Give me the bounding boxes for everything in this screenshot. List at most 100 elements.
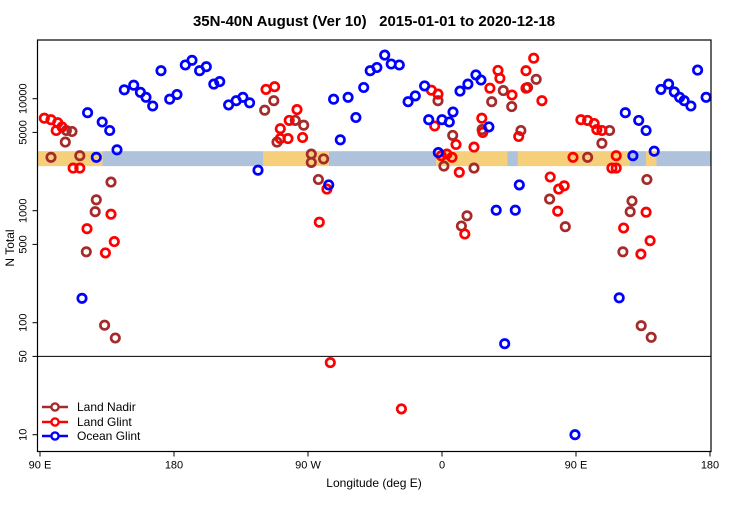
- x-tick-label: 0: [439, 460, 445, 472]
- data-point: [506, 101, 518, 113]
- data-point: [569, 429, 581, 441]
- data-point: [45, 151, 57, 163]
- surface-band-segment-land: [645, 151, 657, 167]
- data-point: [447, 106, 459, 118]
- data-point: [96, 116, 108, 128]
- data-point: [640, 124, 652, 137]
- data-point: [104, 124, 116, 137]
- data-point: [67, 162, 79, 174]
- data-point: [118, 84, 130, 96]
- surface-band-segment-land: [517, 151, 630, 167]
- surface-band-segment-ocean: [102, 151, 264, 167]
- data-point: [393, 59, 405, 71]
- data-point: [462, 78, 474, 90]
- legend-label: Land Glint: [77, 414, 132, 429]
- data-point: [544, 171, 556, 183]
- data-point: [486, 96, 498, 108]
- data-point: [105, 208, 117, 220]
- data-point: [663, 78, 675, 90]
- data-point: [641, 173, 653, 186]
- data-point: [111, 144, 123, 156]
- data-point: [610, 150, 622, 162]
- y-tick-label: 10000: [18, 83, 30, 114]
- plot-frame: [36, 39, 712, 453]
- data-point: [259, 104, 271, 116]
- data-point: [128, 79, 140, 91]
- land-glint-symbol-icon: [42, 416, 68, 427]
- data-point: [528, 52, 540, 64]
- data-point: [536, 95, 548, 107]
- data-point: [269, 81, 281, 93]
- data-point: [38, 112, 50, 124]
- y-tick-label: 500: [18, 235, 30, 253]
- data-point: [186, 54, 198, 66]
- data-point: [423, 114, 435, 126]
- surface-band-segment-ocean: [328, 151, 437, 167]
- x-tick-label: 90 W: [295, 460, 321, 472]
- surface-band-segment-land: [263, 151, 329, 167]
- data-point: [109, 332, 121, 344]
- data-point: [90, 194, 102, 206]
- data-point: [520, 65, 532, 77]
- data-point: [454, 85, 466, 97]
- data-point: [59, 136, 71, 148]
- data-point: [74, 150, 86, 162]
- data-point: [450, 138, 462, 151]
- data-point: [447, 129, 459, 141]
- data-point: [530, 73, 542, 85]
- data-point: [692, 64, 704, 76]
- data-point: [509, 204, 521, 216]
- data-point: [90, 151, 102, 163]
- data-point: [483, 121, 495, 133]
- data-point: [626, 195, 638, 207]
- data-point: [520, 82, 532, 94]
- data-point: [74, 162, 86, 174]
- data-point: [494, 72, 506, 84]
- data-point: [559, 221, 571, 233]
- data-point: [506, 89, 518, 101]
- data-point: [364, 65, 376, 77]
- data-point: [619, 107, 631, 119]
- data-point: [591, 124, 603, 136]
- data-point: [80, 246, 92, 258]
- data-point: [50, 124, 62, 137]
- data-point: [214, 76, 226, 88]
- data-point: [453, 166, 465, 178]
- data-point: [324, 357, 336, 369]
- data-point: [395, 403, 407, 415]
- data-point: [171, 88, 183, 101]
- data-point: [155, 65, 167, 77]
- data-point: [409, 90, 421, 102]
- x-tick-label: 180: [165, 460, 183, 472]
- data-point: [613, 292, 625, 304]
- data-point: [655, 83, 667, 95]
- data-point: [105, 176, 117, 188]
- data-point: [312, 173, 324, 186]
- data-point: [582, 151, 594, 163]
- data-point: [438, 160, 450, 172]
- data-point: [432, 88, 444, 100]
- data-point: [513, 179, 525, 191]
- data-point: [305, 156, 317, 168]
- data-point: [66, 125, 78, 138]
- ocean-glint-symbol-icon: [42, 431, 68, 442]
- data-point: [644, 235, 656, 247]
- y-tick-label: 1000: [18, 198, 30, 222]
- data-point: [282, 133, 294, 145]
- data-point: [596, 124, 608, 137]
- data-point: [432, 147, 444, 159]
- data-point: [490, 204, 502, 216]
- data-point: [544, 193, 556, 205]
- data-point: [633, 114, 645, 126]
- data-point: [108, 236, 120, 248]
- data-point: [318, 153, 330, 165]
- land-nadir-symbol-icon: [42, 402, 68, 413]
- y-tick-label: 100: [18, 314, 30, 332]
- data-point: [99, 247, 111, 259]
- data-point: [402, 96, 414, 108]
- data-point: [342, 91, 354, 103]
- data-point: [476, 112, 488, 124]
- data-point: [82, 107, 94, 119]
